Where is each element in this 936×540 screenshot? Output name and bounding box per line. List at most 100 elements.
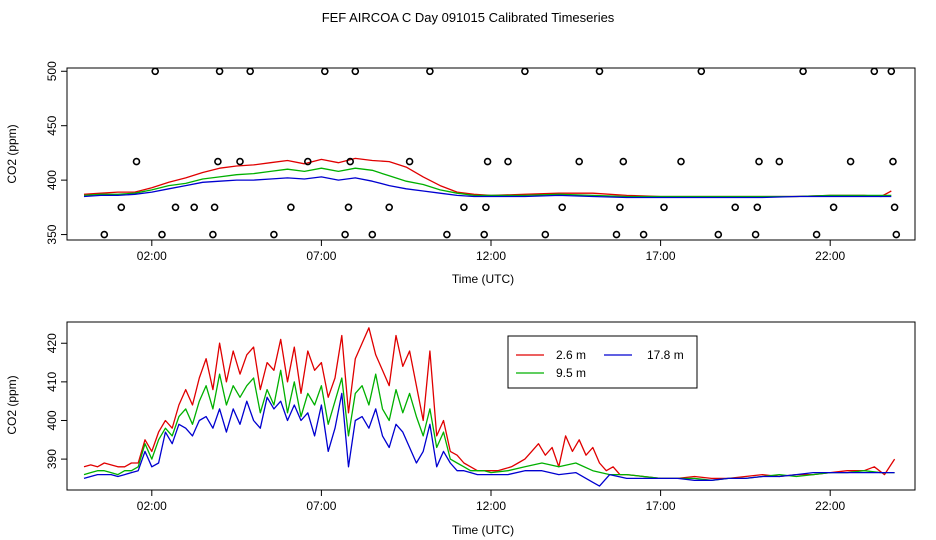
- x-tick-label: 12:00: [476, 499, 506, 513]
- legend-label-17.8m: 17.8 m: [647, 348, 684, 362]
- marker-point: [889, 157, 897, 166]
- marker-point: [890, 203, 899, 212]
- y-tick-label: 420: [45, 333, 59, 353]
- marker-point: [132, 157, 141, 166]
- x-axis-top: 02:00 07:00 12:00 17:00 22:00: [137, 239, 846, 263]
- marker-point: [480, 230, 489, 239]
- x-tick-label: 07:00: [306, 249, 336, 263]
- series-layer-bottom: [83, 327, 896, 487]
- panel-top: 02:00 07:00 12:00 17:00 22:00 350 400 450 500 T…: [5, 61, 916, 286]
- marker-point: [575, 157, 584, 166]
- marker-point: [341, 230, 349, 239]
- marker-point: [483, 157, 492, 166]
- series-line-s3-top: [83, 176, 892, 199]
- marker-point: [755, 157, 763, 166]
- marker-point: [209, 230, 217, 239]
- marker-point: [236, 157, 244, 166]
- marker-point: [443, 230, 451, 239]
- marker-point: [246, 67, 254, 76]
- marker-point: [753, 203, 762, 212]
- marker-point: [158, 230, 166, 239]
- legend-box: [507, 335, 698, 389]
- chart-title: FEF AIRCOA C Day 091015 Calibrated Times…: [322, 10, 615, 25]
- marker-point: [214, 157, 222, 166]
- y-tick-label: 410: [45, 372, 59, 392]
- marker-point: [504, 157, 512, 166]
- marker-point: [521, 67, 529, 76]
- marker-point: [660, 203, 668, 212]
- y-axis-label-top: CO2 (ppm): [5, 124, 19, 183]
- x-tick-label: 07:00: [306, 499, 336, 513]
- x-axis-bottom: 02:00 07:00 12:00 17:00 22:00: [137, 489, 846, 513]
- x-tick-label: 22:00: [815, 249, 845, 263]
- marker-point: [320, 67, 329, 76]
- marker-point: [344, 203, 353, 212]
- marker-point: [541, 230, 550, 239]
- x-tick-label: 17:00: [646, 249, 676, 263]
- marker-point: [100, 230, 109, 239]
- y-tick-label: 500: [45, 61, 59, 81]
- marker-point: [677, 157, 685, 166]
- marker-point: [287, 203, 295, 212]
- marker-point: [799, 67, 807, 76]
- marker-point: [171, 203, 180, 212]
- x-tick-label: 02:00: [137, 249, 167, 263]
- y-tick-label: 450: [45, 115, 59, 135]
- marker-point: [215, 67, 224, 76]
- marker-point: [482, 203, 490, 212]
- series-line-s3-bottom: [83, 392, 895, 487]
- y-axis-bottom: 390 400 410 420: [45, 333, 68, 469]
- series-line-s2-top: [83, 167, 892, 198]
- marker-point: [117, 203, 126, 212]
- plot-frame-bottom: [66, 321, 916, 491]
- marker-point: [426, 67, 434, 76]
- marker-point: [405, 157, 414, 166]
- marker-point: [812, 230, 821, 239]
- x-tick-label: 02:00: [137, 499, 167, 513]
- marker-point: [846, 157, 855, 166]
- y-axis-top: 350 400 450 500: [45, 61, 68, 245]
- marker-point: [346, 157, 355, 166]
- marker-point: [351, 67, 360, 76]
- y-tick-label: 390: [45, 449, 59, 469]
- series-layer-top: [83, 157, 892, 199]
- marker-point: [731, 203, 740, 212]
- marker-point: [595, 67, 604, 76]
- y-tick-label: 350: [45, 224, 59, 244]
- marker-point: [385, 203, 394, 212]
- marker-point: [714, 230, 723, 239]
- x-axis-label-top: Time (UTC): [452, 272, 514, 286]
- x-tick-label: 12:00: [476, 249, 506, 263]
- marker-point: [870, 67, 879, 76]
- marker-point: [892, 230, 901, 239]
- marker-point: [210, 203, 219, 212]
- plot-frame-top: [66, 67, 916, 241]
- marker-point: [697, 67, 706, 76]
- marker-point: [270, 230, 278, 239]
- marker-point: [460, 203, 468, 212]
- marker-point: [639, 230, 648, 239]
- x-tick-label: 17:00: [646, 499, 676, 513]
- panel-bottom: 02:00 07:00 12:00 17:00 22:00 390 400 410 420 T…: [5, 321, 916, 537]
- marker-point: [151, 67, 159, 76]
- marker-point: [619, 157, 628, 166]
- marker-point: [190, 203, 198, 212]
- x-tick-label: 22:00: [815, 499, 845, 513]
- series-line-s1-bottom: [83, 327, 896, 480]
- legend-label-9.5m: 9.5 m: [556, 366, 586, 380]
- marker-layer-top: [100, 67, 901, 239]
- legend: 2.6 m 9.5 m 17.8 m: [507, 335, 698, 389]
- marker-point: [368, 230, 377, 239]
- y-axis-label-bottom: CO2 (ppm): [5, 375, 19, 434]
- y-tick-label: 400: [45, 170, 59, 190]
- marker-point: [612, 230, 621, 239]
- marker-point: [829, 203, 838, 212]
- marker-point: [751, 230, 760, 239]
- marker-point: [303, 157, 312, 166]
- y-tick-label: 400: [45, 410, 59, 430]
- marker-point: [775, 157, 784, 166]
- marker-point: [887, 67, 896, 76]
- marker-point: [616, 203, 624, 212]
- x-axis-label-bottom: Time (UTC): [452, 523, 514, 537]
- marker-point: [558, 203, 567, 212]
